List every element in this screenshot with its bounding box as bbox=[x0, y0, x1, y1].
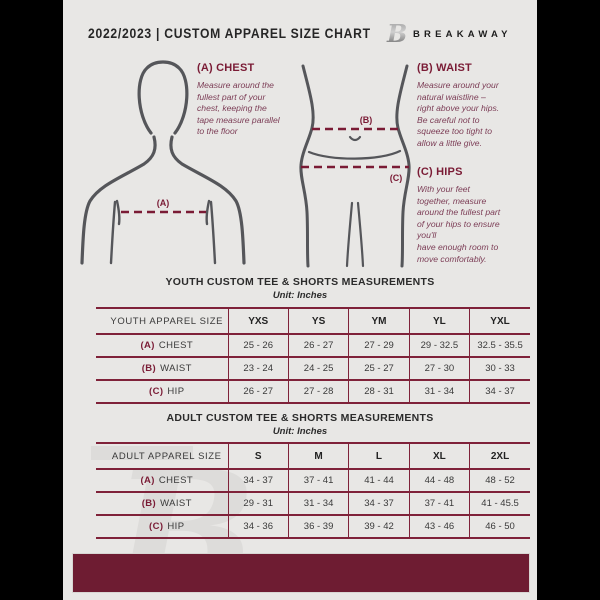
breakaway-logo-icon: B bbox=[382, 19, 407, 47]
size-value: 26 - 27 bbox=[227, 379, 289, 404]
size-value: 48 - 52 bbox=[469, 468, 530, 492]
row-label-text: HIP bbox=[167, 521, 185, 532]
row-key: (B) bbox=[141, 363, 157, 374]
size-value: 25 - 26 bbox=[227, 333, 289, 357]
waist-instructions: Measure around your natural waistline – … bbox=[417, 80, 500, 148]
adult-size-col: M bbox=[287, 442, 349, 469]
lower-body-outline bbox=[299, 64, 411, 268]
row-label: (B) WAIST bbox=[96, 356, 228, 380]
adult-hip-row: (C) HIP 34 - 36 36 - 39 39 - 42 43 - 46 4… bbox=[96, 514, 530, 539]
adult-header-row: ADULT APPAREL SIZE S M L XL 2XL bbox=[96, 442, 530, 469]
chest-line-label: (A) bbox=[157, 198, 170, 208]
youth-size-col: YS bbox=[287, 307, 349, 334]
youth-header-row: YOUTH APPAREL SIZE YXS YS YM YL YXL bbox=[96, 307, 530, 334]
size-value: 32.5 - 35.5 bbox=[469, 333, 530, 357]
adult-section-title: ADULT CUSTOM TEE & SHORTS MEASUREMENTS bbox=[166, 412, 434, 424]
size-value: 37 - 41 bbox=[287, 468, 349, 492]
size-value: 43 - 46 bbox=[408, 514, 470, 539]
size-value: 46 - 50 bbox=[469, 514, 530, 539]
row-label-text: HIP bbox=[167, 386, 185, 397]
size-value: 27 - 29 bbox=[348, 333, 410, 357]
size-value: 24 - 25 bbox=[287, 356, 349, 380]
row-label: (C) HIP bbox=[96, 379, 228, 404]
size-value: 37 - 41 bbox=[408, 491, 470, 515]
size-value: 25 - 27 bbox=[348, 356, 410, 380]
waist-line-label: (B) bbox=[360, 115, 373, 125]
brand-name: BREAKAWAY bbox=[413, 29, 512, 40]
youth-size-label-header: YOUTH APPAREL SIZE bbox=[96, 307, 228, 334]
row-label-text: WAIST bbox=[160, 363, 192, 374]
youth-hip-row: (C) HIP 26 - 27 27 - 28 28 - 31 31 - 34 3… bbox=[96, 379, 530, 404]
adult-size-col: XL bbox=[408, 442, 470, 469]
size-value: 31 - 34 bbox=[287, 491, 349, 515]
size-value: 41 - 45.5 bbox=[469, 491, 530, 515]
document-page: 2022/2023 | CUSTOM APPAREL SIZE CHART B … bbox=[63, 0, 537, 600]
size-value: 26 - 27 bbox=[287, 333, 349, 357]
youth-size-col: YL bbox=[408, 307, 470, 334]
row-label-text: CHEST bbox=[158, 340, 194, 351]
adult-unit-label: Unit: Inches bbox=[272, 426, 328, 437]
size-value: 27 - 30 bbox=[408, 356, 470, 380]
row-key: (C) bbox=[149, 521, 164, 532]
row-key: (C) bbox=[149, 386, 164, 397]
row-key: (A) bbox=[140, 340, 155, 351]
size-value: 30 - 33 bbox=[469, 356, 530, 380]
logo-letter: B bbox=[386, 19, 407, 47]
row-label: (A) CHEST bbox=[96, 333, 228, 357]
adult-size-table: ADULT APPAREL SIZE S M L XL 2XL (A) CHEST… bbox=[96, 442, 530, 539]
youth-size-col: YM bbox=[348, 307, 410, 334]
youth-section-title: YOUTH CUSTOM TEE & SHORTS MEASUREMENTS bbox=[165, 276, 435, 288]
size-value: 28 - 31 bbox=[348, 379, 410, 404]
page-title: 2022/2023 | CUSTOM APPAREL SIZE CHART bbox=[88, 26, 371, 41]
waist-heading: (B) WAIST bbox=[417, 62, 472, 74]
size-value: 34 - 37 bbox=[348, 491, 410, 515]
adult-size-col: L bbox=[348, 442, 410, 469]
row-label: (C) HIP bbox=[96, 514, 228, 539]
youth-chest-row: (A) CHEST 25 - 26 26 - 27 27 - 29 29 - 32… bbox=[96, 333, 530, 357]
hips-instructions: With your feet together, measure around … bbox=[417, 184, 501, 264]
hips-line-label: (C) bbox=[390, 173, 403, 183]
youth-size-col: YXS bbox=[227, 307, 289, 334]
chest-heading: (A) CHEST bbox=[197, 62, 255, 74]
torso-diagram: (A) bbox=[80, 60, 246, 265]
row-label-text: WAIST bbox=[160, 498, 192, 509]
lower-body-diagram: (B) (C) bbox=[299, 64, 411, 268]
adult-waist-row: (B) WAIST 29 - 31 31 - 34 34 - 37 37 - 41… bbox=[96, 491, 530, 515]
hips-heading: (C) HIPS bbox=[417, 166, 463, 178]
size-value: 29 - 32.5 bbox=[408, 333, 470, 357]
youth-waist-row: (B) WAIST 23 - 24 24 - 25 25 - 27 27 - 30… bbox=[96, 356, 530, 380]
adult-size-col: S bbox=[227, 442, 289, 469]
row-key: (B) bbox=[141, 498, 157, 509]
size-value: 34 - 36 bbox=[227, 514, 289, 539]
adult-size-col: 2XL bbox=[469, 442, 530, 469]
size-value: 23 - 24 bbox=[227, 356, 289, 380]
size-value: 29 - 31 bbox=[227, 491, 289, 515]
youth-size-table: YOUTH APPAREL SIZE YXS YS YM YL YXL (A) C… bbox=[96, 307, 530, 404]
adult-size-label-header: ADULT APPAREL SIZE bbox=[96, 442, 228, 469]
chest-instructions: Measure around the fullest part of your … bbox=[197, 80, 280, 137]
size-value: 27 - 28 bbox=[287, 379, 349, 404]
size-value: 41 - 44 bbox=[348, 468, 410, 492]
youth-unit-label: Unit: Inches bbox=[272, 290, 328, 301]
size-value: 39 - 42 bbox=[348, 514, 410, 539]
size-value: 34 - 37 bbox=[469, 379, 530, 404]
row-label: (B) WAIST bbox=[96, 491, 228, 515]
size-value: 34 - 37 bbox=[227, 468, 289, 492]
row-key: (A) bbox=[140, 475, 155, 486]
footer-bar bbox=[72, 553, 530, 593]
row-label-text: CHEST bbox=[158, 475, 194, 486]
size-value: 44 - 48 bbox=[408, 468, 470, 492]
adult-chest-row: (A) CHEST 34 - 37 37 - 41 41 - 44 44 - 48… bbox=[96, 468, 530, 492]
size-value: 36 - 39 bbox=[287, 514, 349, 539]
torso-outline bbox=[80, 60, 246, 265]
row-label: (A) CHEST bbox=[96, 468, 228, 492]
size-value: 31 - 34 bbox=[408, 379, 470, 404]
youth-size-col: YXL bbox=[469, 307, 530, 334]
